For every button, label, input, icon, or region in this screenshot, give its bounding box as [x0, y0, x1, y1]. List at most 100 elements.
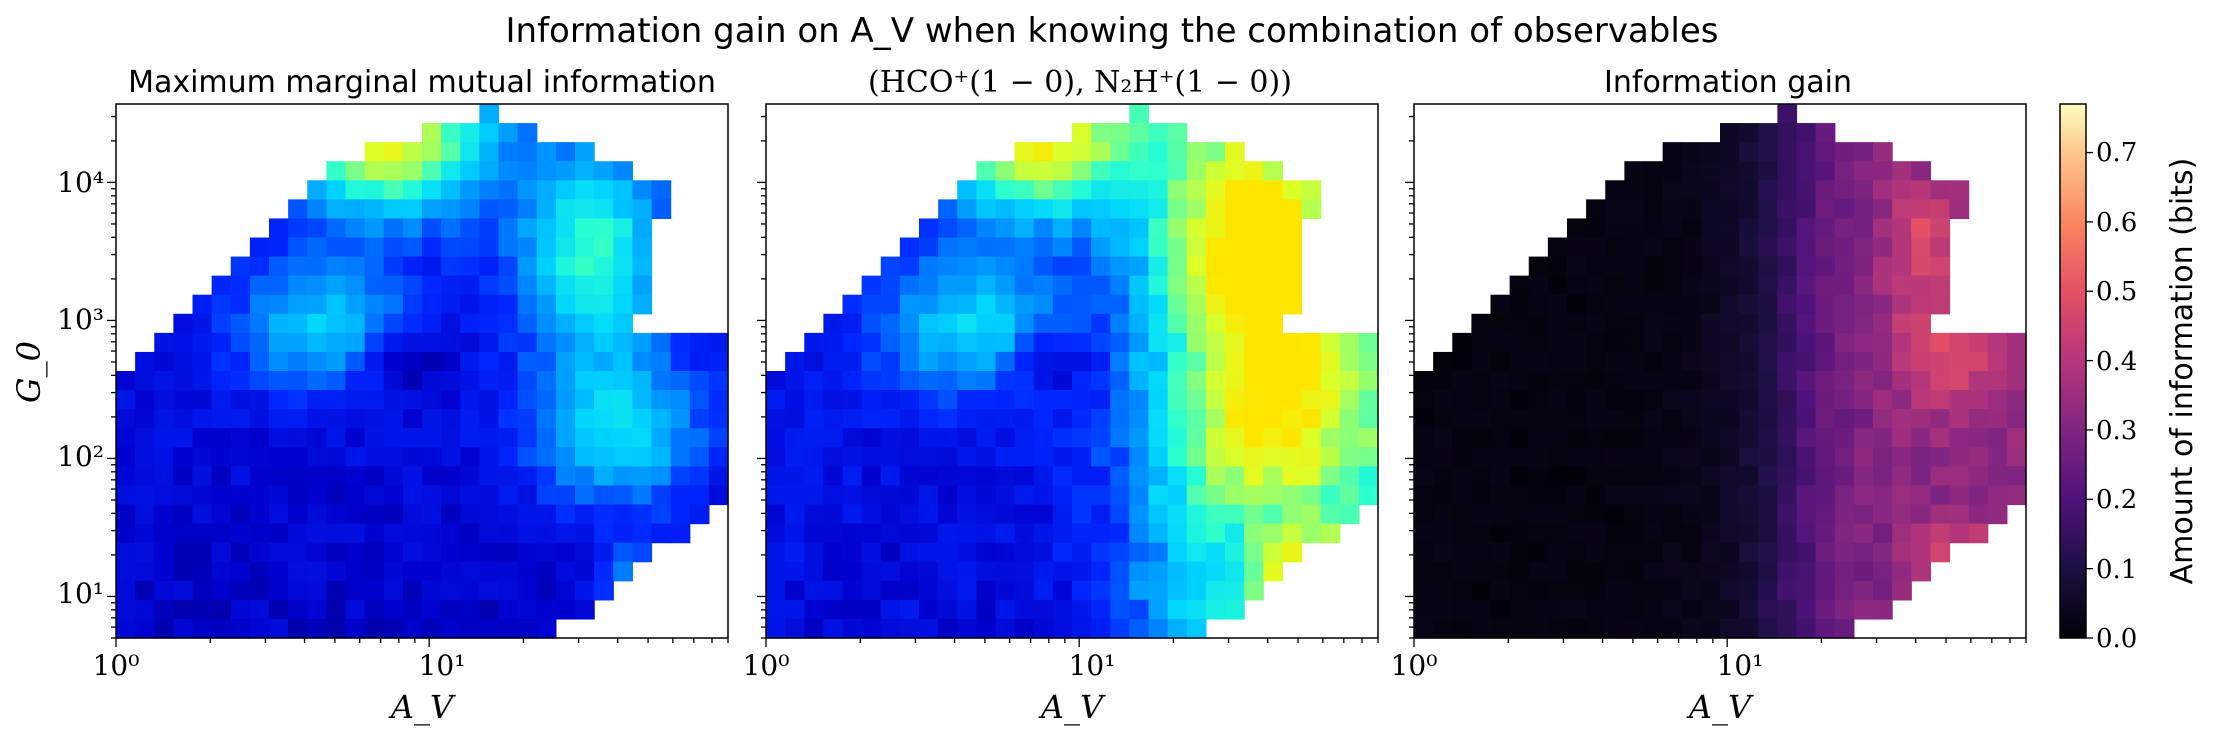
heatmap-cell: [1339, 390, 1360, 410]
heatmap-cell: [441, 409, 461, 429]
heatmap-cell: [1263, 409, 1283, 429]
heatmap-cell: [1091, 294, 1111, 315]
heatmap-cell: [1624, 504, 1645, 525]
heatmap-cell: [899, 313, 920, 334]
heatmap-cell: [1681, 390, 1702, 410]
heatmap-cell: [1834, 409, 1855, 429]
heatmap-cell: [995, 332, 1016, 353]
heatmap-cell: [1014, 351, 1035, 372]
heatmap-cell: [1777, 409, 1798, 429]
heatmap-cell: [1758, 561, 1778, 582]
heatmap-cell: [192, 447, 213, 467]
heatmap-cell: [1911, 390, 1931, 410]
heatmap-cell: [1662, 313, 1683, 334]
heatmap-cell: [594, 332, 614, 353]
heatmap-cell: [460, 313, 480, 334]
heatmap-cell: [1091, 275, 1111, 296]
heatmap-cell: [861, 618, 882, 639]
heatmap-cell: [1567, 218, 1587, 239]
heatmap-cell: [383, 199, 404, 220]
heatmap-cell: [1263, 351, 1283, 372]
heatmap-cell: [976, 351, 997, 372]
heatmap-cell: [116, 371, 136, 391]
heatmap-cell: [1815, 237, 1836, 258]
heatmap-cell: [1110, 237, 1130, 258]
heatmap-cell: [1662, 599, 1683, 620]
heatmap-cell: [230, 542, 251, 563]
heatmap-cell: [575, 523, 595, 544]
heatmap-cell: [1244, 466, 1264, 487]
heatmap-cell: [1930, 428, 1951, 448]
heatmap-cell: [1358, 409, 1379, 429]
heatmap-cell: [1853, 180, 1874, 200]
heatmap-cell: [1091, 351, 1111, 372]
heatmap-cell: [899, 390, 920, 410]
heatmap-cell: [517, 561, 538, 582]
heatmap-cell: [632, 275, 653, 296]
heatmap-cell: [880, 599, 901, 620]
heatmap-cell: [1014, 180, 1035, 200]
heatmap-cell: [957, 256, 977, 277]
heatmap-cell: [383, 180, 404, 200]
heatmap-cell: [1796, 542, 1817, 563]
heatmap-cell: [1700, 142, 1721, 162]
heatmap-cell: [135, 371, 155, 391]
heatmap-cell: [785, 390, 805, 410]
heatmap-cell: [823, 332, 844, 353]
heatmap-cell: [1624, 199, 1645, 220]
heatmap-cell: [1129, 256, 1150, 277]
heatmap-cell: [1681, 332, 1702, 353]
heatmap-cell: [1624, 313, 1645, 334]
heatmap-cell: [1110, 542, 1130, 563]
heatmap-cell: [249, 409, 270, 429]
heatmap-cell: [364, 332, 385, 353]
heatmap-cell: [1700, 599, 1721, 620]
heatmap-cell: [575, 485, 595, 506]
heatmap-cell: [1758, 447, 1778, 467]
heatmap-cell: [613, 523, 633, 544]
heatmap-cell: [1605, 332, 1625, 353]
heatmap-cell: [1148, 409, 1169, 429]
heatmap-cell: [670, 371, 691, 391]
heatmap-cell: [383, 485, 404, 506]
heatmap-cell: [1681, 504, 1702, 525]
heatmap-cell: [1490, 542, 1511, 563]
heatmap-cell: [1129, 599, 1150, 620]
heatmap-cell: [1167, 237, 1188, 258]
heatmap-cell: [899, 351, 920, 372]
heatmap-cell: [1452, 599, 1472, 620]
heatmap-cell: [1509, 485, 1530, 506]
heatmap-cell: [2006, 409, 2027, 429]
heatmap-cell: [594, 523, 614, 544]
heatmap-cell: [1091, 580, 1111, 601]
colorbar-tick-6: 0.6: [2096, 208, 2137, 238]
heatmap-cell: [957, 332, 977, 353]
heatmap-cell: [383, 504, 404, 525]
heatmap-cell: [1700, 351, 1721, 372]
heatmap-cell: [1930, 332, 1951, 353]
heatmap-cell: [766, 523, 786, 544]
y-tick-label-2: 10³: [57, 303, 104, 336]
heatmap-cell: [422, 142, 442, 162]
heatmap-cell: [861, 485, 882, 506]
heatmap-cell: [1700, 447, 1721, 467]
heatmap-cell: [1186, 523, 1207, 544]
heatmap-cell: [1796, 161, 1817, 181]
heatmap-cell: [976, 237, 997, 258]
heatmap-cell: [269, 485, 289, 506]
heatmap-cell: [402, 504, 423, 525]
heatmap-cell: [1624, 371, 1645, 391]
heatmap-cell: [689, 466, 710, 487]
heatmap-cell: [1167, 142, 1188, 162]
heatmap-cell: [116, 618, 136, 639]
heatmap-cell: [1471, 447, 1492, 467]
heatmap-cell: [1358, 390, 1379, 410]
heatmap-cell: [842, 447, 863, 467]
heatmap-cell: [1148, 561, 1169, 582]
heatmap-cell: [1225, 447, 1245, 467]
heatmap-cell: [1205, 161, 1226, 181]
heatmap-cell: [613, 180, 633, 200]
heatmap-cell: [1739, 504, 1759, 525]
heatmap-cell: [1567, 351, 1587, 372]
heatmap-cell: [1643, 332, 1664, 353]
